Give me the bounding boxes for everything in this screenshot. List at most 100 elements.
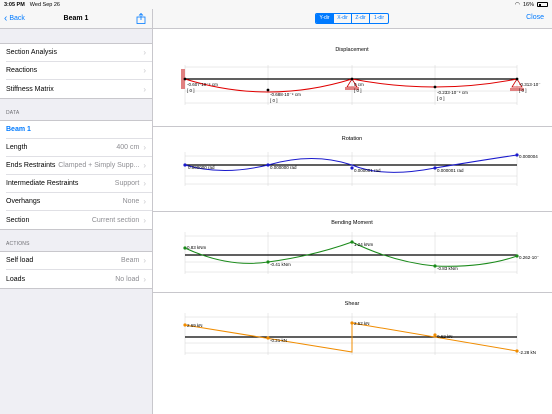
action-row-value: Beam (121, 257, 140, 264)
value-label: 0.000001 rad (437, 168, 464, 173)
chevron-right-icon: › (143, 256, 146, 265)
data-group: Beam 1 Length 400 cm › Ends Restraints C… (0, 120, 152, 230)
value-label: 0.262·10⁻ (519, 255, 540, 260)
data-row-label: Section (6, 216, 30, 224)
menu-item-label: Reactions (6, 67, 38, 74)
data-row-section[interactable]: Section Current section › (6, 211, 152, 229)
grid (184, 232, 518, 274)
grid (184, 65, 518, 105)
master-panel: ‹ Back Beam 1 Section Analysis › Reactio… (0, 9, 153, 414)
value-label: 0.000000 rad (270, 165, 297, 170)
roller-support-icon (510, 78, 524, 91)
value-label: -0.233·10⁻⁹ cm (437, 90, 468, 95)
back-button[interactable]: ‹ Back (0, 14, 25, 24)
value-label: -0.607·10⁻⁹ cm (187, 82, 218, 87)
tab-y-dir[interactable]: Y-dir (316, 14, 334, 23)
data-row-length[interactable]: Length 400 cm › (6, 139, 152, 157)
rotation-curve (184, 154, 518, 173)
data-row-overhangs[interactable]: Overhangs None › (6, 193, 152, 211)
displacement-diagram: Displacement -0.607·10⁻⁹ cm [ 0 ] -0.688… (153, 43, 552, 123)
value-label: 0.000004 (519, 154, 538, 159)
chevron-right-icon: › (143, 84, 146, 94)
shear-labels: 2.69 kN -0.21 kN 2.52 kN 0.62 kN -2.28 k… (187, 321, 536, 355)
tab-z-dir[interactable]: Z-dir (352, 14, 370, 23)
value-label: 0 cm (354, 82, 364, 87)
top-spacer (0, 29, 152, 43)
chevron-right-icon: › (143, 179, 146, 188)
data-row-value: 400 cm (116, 144, 140, 151)
status-right: ◠ 16% (515, 1, 548, 8)
value-label: -0.41 kNm (270, 262, 291, 267)
chevron-right-icon: › (143, 143, 146, 152)
menu-group: Section Analysis › Reactions › Stiffness… (0, 43, 152, 99)
value-sub-label: [ 0 ] (270, 98, 278, 103)
tab-x-dir[interactable]: X-dir (334, 14, 352, 23)
pin-support-icon (345, 78, 359, 90)
data-row-label: Beam 1 (6, 126, 31, 133)
value-label: -0.83 kNm (437, 266, 458, 271)
moment-labels: 0.83 kNm -0.41 kNm 1.24 kNm -0.83 kNm 0.… (187, 242, 540, 271)
action-row-label: Self load (6, 257, 34, 264)
data-row-beam[interactable]: Beam 1 (6, 121, 152, 139)
rotation-labels: 0.000000 rad 0.000000 rad 0.000001 rad 0… (188, 154, 538, 173)
direction-segmented-control: Y-dir X-dir Z-dir 1-dir (315, 13, 389, 24)
menu-item-reactions[interactable]: Reactions › (6, 62, 152, 80)
data-row-intermediate-restraints[interactable]: Intermediate Restraints Support › (6, 175, 152, 193)
diagram-title: Bending Moment (331, 220, 373, 226)
value-sub-label: [ 0 ] (187, 88, 195, 93)
tab-1-dir[interactable]: 1-dir (373, 15, 384, 21)
value-label: 0.000000 rad (188, 165, 215, 170)
bending-moment-diagram: Bending Moment 0.83 kNm -0.41 kNm 1.24 k… (153, 216, 552, 291)
close-button[interactable]: Close (526, 14, 544, 21)
action-row-label: Loads (6, 275, 26, 283)
rotation-diagram: Rotation 0.000000 rad 0.000000 rad 0.000… (153, 132, 552, 197)
data-row-label: Ends Restraints (6, 162, 56, 169)
share-icon[interactable] (136, 13, 146, 24)
action-row-loads[interactable]: Loads No load › (6, 270, 152, 288)
shear-svg: Shear 2.69 kN -0.21 kN 2.52 kN 0.62 kN -… (183, 301, 536, 355)
moment-curve (184, 241, 518, 267)
data-section-header: DATA (6, 110, 20, 116)
value-label: 1.24 kNm (354, 242, 374, 247)
node-markers (183, 240, 519, 268)
battery-icon (537, 2, 548, 7)
value-label: -0.688·10⁻⁹ cm (270, 92, 301, 97)
value-label: 2.69 kN (187, 323, 203, 328)
left-navbar: ‹ Back Beam 1 (0, 9, 152, 29)
value-label: -0.313·10⁻ (519, 82, 541, 87)
actions-section-header: ACTIONS (6, 241, 30, 247)
chevron-right-icon: › (143, 66, 146, 75)
diagram-title: Shear (345, 301, 360, 307)
data-row-label: Overhangs (6, 198, 41, 205)
right-navbar: Y-dir X-dir Z-dir 1-dir Close (153, 9, 552, 29)
status-bar: 3:05 PM Wed Sep 26 ◠ 16% (0, 0, 552, 9)
grid (184, 313, 518, 355)
menu-item-label: Stiffness Matrix (6, 85, 54, 93)
detail-panel: Y-dir X-dir Z-dir 1-dir Close Displaceme… (153, 9, 552, 414)
value-label: 0.000001 rad (354, 168, 381, 173)
menu-item-stiffness-matrix[interactable]: Stiffness Matrix › (6, 80, 152, 98)
value-sub-label: [ 0 ] (354, 88, 362, 93)
wifi-icon: ◠ (514, 2, 520, 8)
chevron-right-icon: › (143, 197, 146, 206)
value-sub-label: [ 0 ] (437, 96, 445, 101)
data-row-value: Current section (91, 216, 140, 224)
action-row-self-load[interactable]: Self load Beam › (6, 252, 152, 270)
diagram-title: Rotation (342, 136, 363, 142)
data-row-value: Support (114, 180, 140, 187)
divider (153, 126, 552, 127)
node-markers (183, 153, 519, 170)
menu-item-section-analysis[interactable]: Section Analysis › (6, 44, 152, 62)
status-time: 3:05 PM (4, 1, 25, 8)
value-label: -2.28 kN (519, 350, 536, 355)
rotation-svg: Rotation 0.000000 rad 0.000000 rad 0.000… (183, 136, 538, 186)
data-row-value: Clamped + Simply Supp... (58, 162, 140, 169)
data-row-label: Length (6, 144, 28, 151)
moment-svg: Bending Moment 0.83 kNm -0.41 kNm 1.24 k… (183, 220, 540, 274)
clamped-support-icon (181, 69, 185, 89)
battery-percent: 16% (522, 1, 534, 8)
data-row-ends-restraints[interactable]: Ends Restraints Clamped + Simply Supp...… (6, 157, 152, 175)
action-row-value: No load (115, 275, 140, 283)
chevron-right-icon: › (143, 215, 146, 225)
value-label: -0.21 kN (270, 338, 287, 343)
